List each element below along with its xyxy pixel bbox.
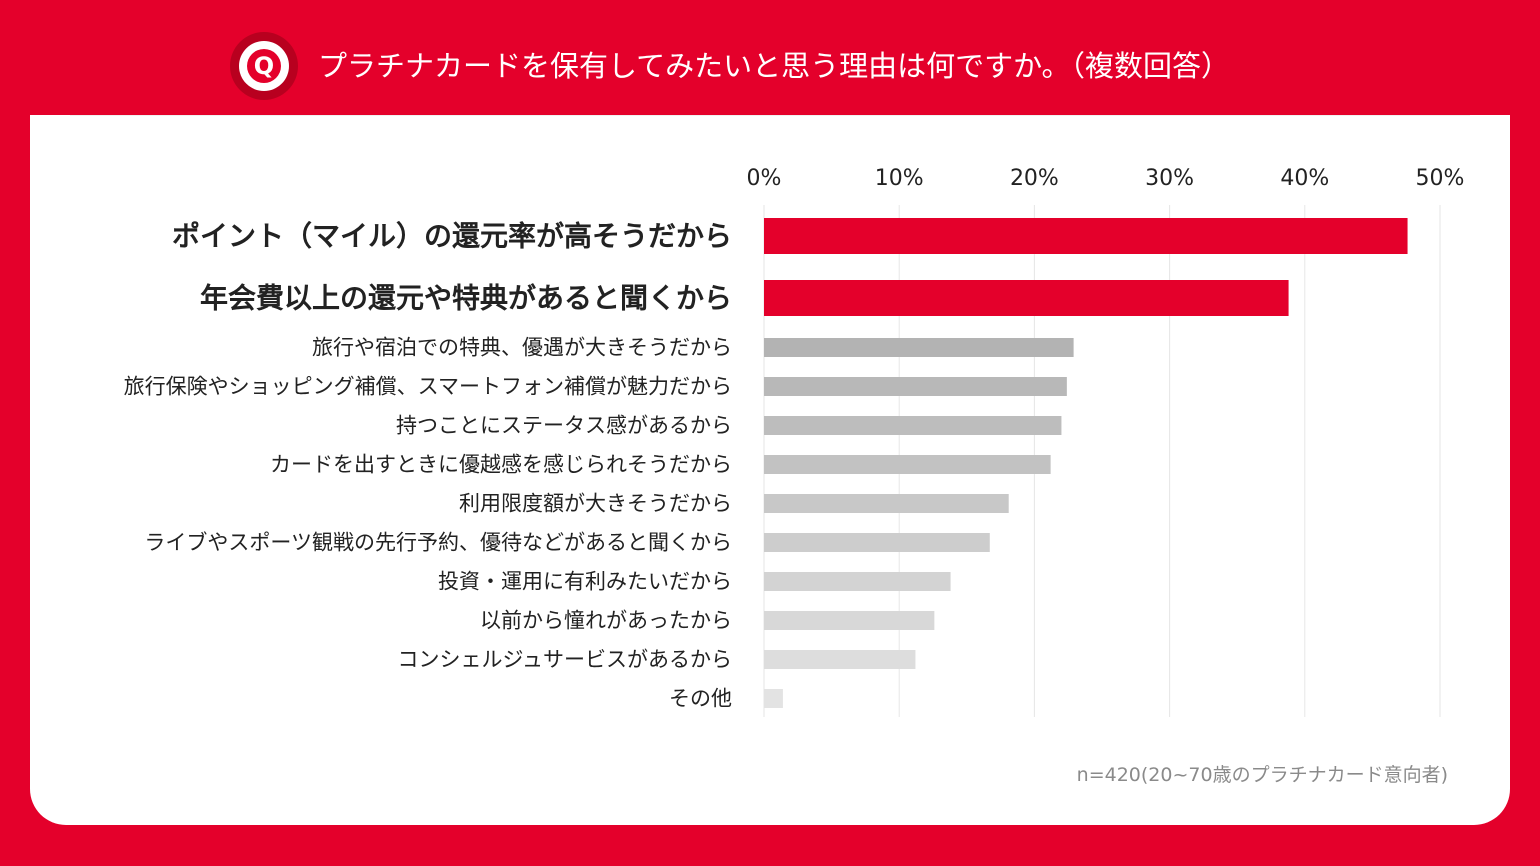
question-badge-icon: Q [230, 32, 298, 100]
sample-size-note: n=420(20~70歳のプラチナカード意向者) [1076, 764, 1448, 786]
category-label: ポイント（マイル）の還元率が高そうだから [172, 220, 732, 253]
category-label: カードを出すときに優越感を感じられそうだから [270, 453, 732, 477]
category-label: その他 [669, 687, 732, 711]
bar [764, 494, 1009, 513]
bar [764, 338, 1074, 357]
bar [764, 377, 1067, 396]
header-bar: Q プラチナカードを保有してみたいと思う理由は何ですか。（複数回答） [0, 0, 1540, 115]
category-label: 以前から憧れがあったから [480, 609, 732, 633]
bar [764, 611, 935, 630]
x-tick-label: 0% [747, 166, 782, 191]
category-label: ライブやスポーツ観戦の先行予約、優待などがあると聞くから [144, 531, 732, 555]
bar [764, 533, 990, 552]
chart-panel: 0% 10% 20% 30% 40% 50% ポイント（マイル）の還元率が高そうだから年会費… [30, 115, 1510, 825]
question-badge-letter: Q [247, 49, 281, 83]
category-label: 利用限度額が大きそうだから [459, 492, 732, 516]
bar [764, 455, 1051, 474]
category-label: コンシェルジュサービスがあるから [397, 648, 732, 672]
category-label: 旅行や宿泊での特典、優遇が大きそうだから [312, 336, 732, 360]
bar [764, 416, 1062, 435]
bar [764, 650, 916, 669]
x-tick-label: 20% [1010, 166, 1059, 191]
panel-divider [70, 115, 1470, 116]
category-label: 年会費以上の還元や特典があると聞くから [200, 282, 732, 315]
bar [764, 218, 1408, 254]
x-tick-label: 10% [875, 166, 924, 191]
bar-chart: 0% 10% 20% 30% 40% 50% ポイント（マイル）の還元率が高そうだから年会費… [124, 166, 1465, 717]
bar [764, 689, 783, 708]
bar [764, 572, 951, 591]
bar [764, 280, 1289, 316]
x-tick-label: 50% [1416, 166, 1465, 191]
question-title: プラチナカードを保有してみたいと思う理由は何ですか。（複数回答） [318, 49, 1231, 83]
category-label: 旅行保険やショッピング補償、スマートフォン補償が魅力だから [124, 375, 732, 399]
x-tick-label: 40% [1280, 166, 1329, 191]
category-label: 投資・運用に有利みたいだから [438, 570, 732, 594]
category-label: 持つことにステータス感があるから [396, 414, 732, 438]
x-tick-label: 30% [1145, 166, 1194, 191]
